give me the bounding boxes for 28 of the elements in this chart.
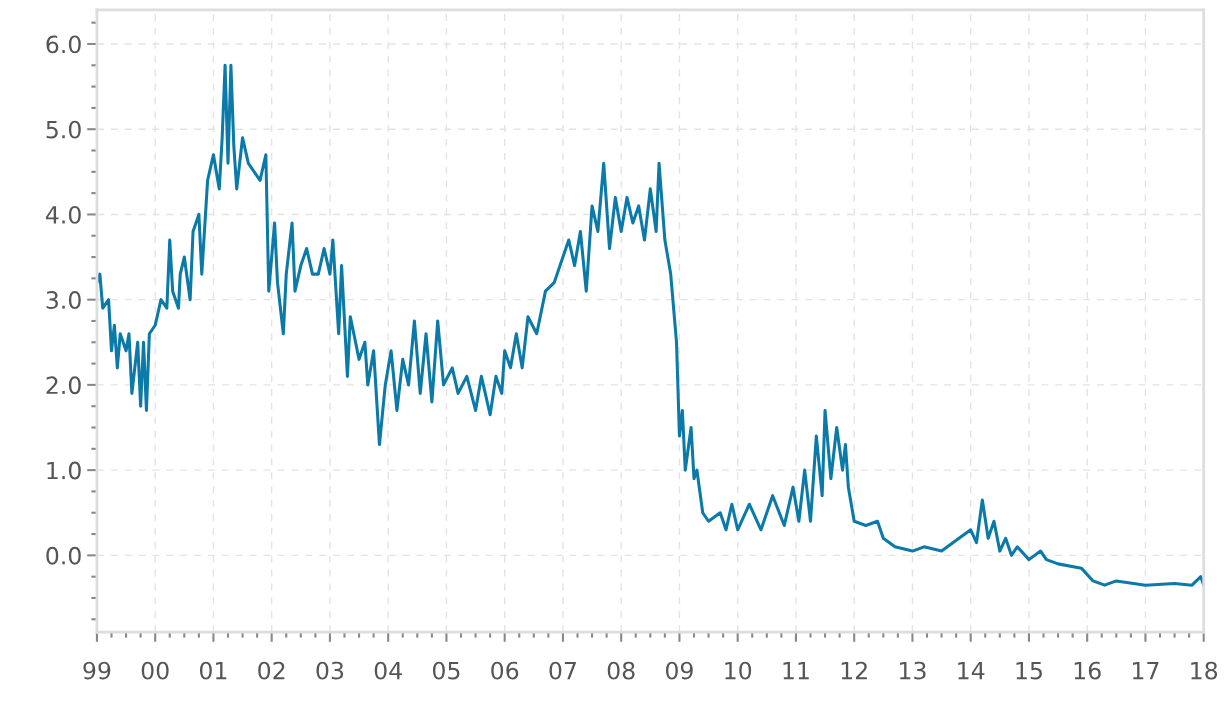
x-tick-label: 99 (83, 661, 111, 680)
y-tick-label: 0.0 (46, 546, 81, 565)
x-tick-label: 10 (725, 661, 752, 680)
x-tick-label: 04 (374, 661, 402, 680)
x-tick-label: 05 (432, 661, 460, 680)
x-tick-label: 12 (841, 661, 867, 680)
x-tick-label: 18 (1191, 661, 1218, 680)
y-tick-label: 1.0 (47, 461, 81, 480)
x-tick-label: 03 (316, 661, 344, 680)
x-tick-label: 07 (549, 661, 576, 680)
y-tick-label: 2.0 (46, 376, 81, 395)
y-tick-label: 6.0 (46, 35, 81, 54)
x-tick-label: 09 (665, 661, 693, 680)
x-tick-label: 17 (1133, 661, 1159, 680)
y-tick-label: 4.0 (45, 205, 81, 224)
x-tick-label: 00 (141, 661, 169, 680)
x-tick-label: 08 (607, 661, 635, 680)
y-tick-label: 3.0 (46, 291, 81, 309)
x-tick-label: 02 (258, 661, 285, 680)
x-tick-label: 14 (958, 661, 985, 680)
x-tick-label: 11 (783, 661, 809, 680)
x-tick-label: 01 (199, 661, 227, 680)
line-series (96, 63, 1204, 587)
y-tick-label: 5.0 (46, 120, 81, 139)
x-tick-label: 15 (1016, 661, 1042, 680)
x-tick-label: 13 (900, 661, 926, 680)
x-tick-label: 06 (491, 661, 519, 680)
x-tick-label: 16 (1074, 661, 1101, 680)
